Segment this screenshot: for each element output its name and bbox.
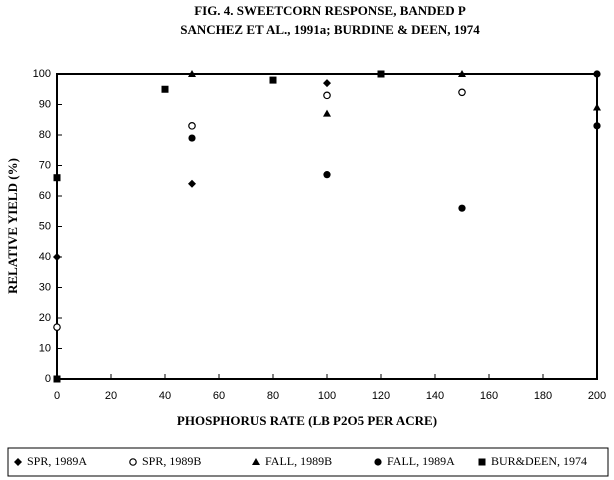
x-tick-label: 0: [54, 390, 60, 402]
point: [188, 134, 196, 142]
x-tick-label: 120: [372, 390, 390, 402]
point: [269, 76, 277, 84]
point: [161, 85, 169, 93]
point: [53, 174, 61, 182]
point: [188, 122, 196, 130]
x-tick-label: 140: [426, 390, 444, 402]
point: [188, 179, 196, 188]
point: [593, 103, 601, 111]
point: [323, 91, 331, 100]
legend-marker: [478, 458, 486, 466]
x-tick-label: 160: [480, 390, 498, 402]
x-tick-label: 80: [267, 390, 279, 402]
point: [458, 70, 466, 77]
y-tick-label: 40: [39, 251, 51, 263]
x-tick-label: 100: [318, 390, 336, 402]
y-tick-label: 90: [39, 98, 51, 110]
y-axis-label: RELATIVE YIELD (%): [5, 158, 20, 294]
y-tick-label: 30: [39, 281, 51, 293]
point: [593, 70, 601, 78]
legend-label: SPR, 1989B: [142, 454, 201, 468]
legend-label: FALL, 1989B: [265, 454, 332, 468]
legend-marker: [252, 458, 260, 465]
legend-label: FALL, 1989A: [387, 454, 455, 468]
point: [458, 88, 466, 97]
point: [188, 70, 196, 77]
x-axis-label: PHOSPHORUS RATE (LB P2O5 PER ACRE): [177, 413, 437, 428]
y-tick-label: 20: [39, 312, 51, 324]
point: [53, 253, 61, 261]
legend-label: SPR, 1989A: [27, 454, 87, 468]
legend-marker: [374, 458, 382, 466]
x-tick-label: 40: [159, 390, 171, 402]
point: [53, 375, 61, 383]
x-tick-label: 60: [213, 390, 225, 402]
legend-marker: [14, 458, 22, 466]
y-tick-label: 0: [45, 373, 51, 385]
point: [593, 122, 601, 130]
x-tick-label: 20: [105, 390, 117, 402]
point: [53, 323, 61, 331]
point: [458, 204, 466, 212]
y-tick-label: 10: [39, 342, 51, 354]
chart-subtitle: SANCHEZ ET AL., 1991a; BURDINE & DEEN, 1…: [180, 22, 480, 37]
point: [323, 79, 331, 88]
x-tick-label: 180: [534, 390, 552, 402]
y-tick-label: 70: [39, 159, 51, 171]
legend-box: [7, 447, 609, 477]
y-tick-label: 100: [33, 68, 51, 80]
point: [377, 70, 385, 78]
point: [323, 109, 331, 117]
y-tick-label: 60: [39, 190, 51, 202]
y-tick-label: 80: [39, 129, 51, 141]
x-tick-label: 200: [588, 390, 606, 402]
chart-title: FIG. 4. SWEETCORN RESPONSE, BANDED P: [194, 3, 466, 18]
point: [323, 171, 331, 179]
legend-label: BUR&DEEN, 1974: [491, 454, 587, 468]
legend-marker: [129, 458, 137, 466]
plot-frame: [56, 73, 598, 380]
y-tick-label: 50: [39, 220, 51, 232]
